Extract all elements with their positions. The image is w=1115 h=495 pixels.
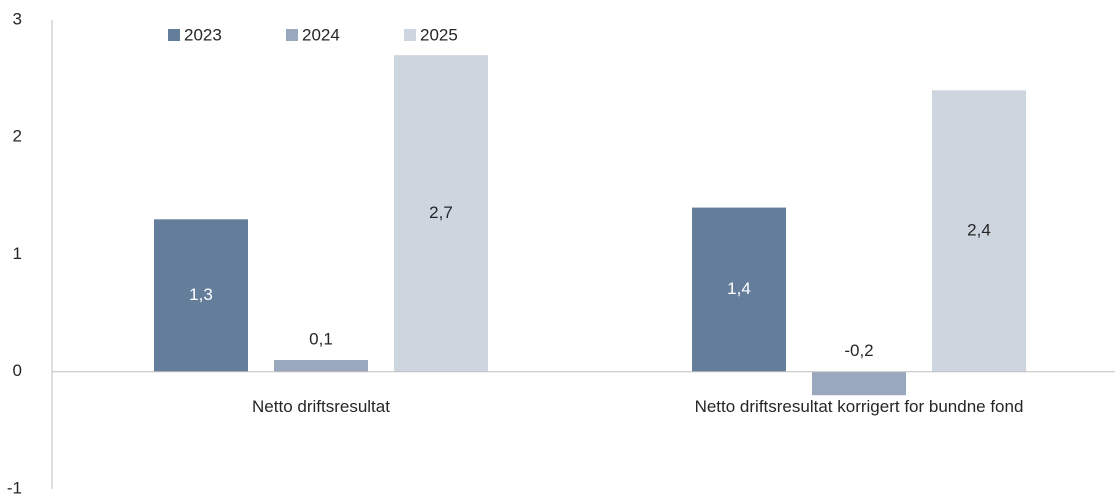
- legend-swatch: [404, 29, 416, 41]
- x-tick-label: Netto driftsresultat: [252, 397, 390, 416]
- data-label: 0,1: [309, 330, 333, 349]
- x-tick-label: Netto driftsresultat korrigert for bundn…: [695, 397, 1024, 416]
- data-label: 1,4: [727, 279, 751, 298]
- legend-label: 2023: [184, 25, 222, 44]
- y-tick-label: -1: [7, 478, 22, 495]
- y-tick-label: 3: [13, 9, 22, 28]
- data-label: 2,7: [429, 203, 453, 222]
- data-label: -0,2: [844, 341, 873, 360]
- y-tick-label: 0: [13, 361, 22, 380]
- data-label: 1,3: [189, 285, 213, 304]
- bar: [394, 55, 488, 372]
- legend-swatch: [286, 29, 298, 41]
- bar: [692, 207, 786, 372]
- y-tick-label: 2: [13, 127, 22, 146]
- y-tick-label: 1: [13, 244, 22, 263]
- bar: [274, 360, 368, 372]
- bar: [932, 90, 1026, 372]
- legend-label: 2024: [302, 25, 340, 44]
- bar: [154, 219, 248, 372]
- data-label: 2,4: [967, 221, 991, 240]
- bar: [812, 371, 906, 396]
- legend-label: 2025: [420, 25, 458, 44]
- legend-swatch: [168, 29, 180, 41]
